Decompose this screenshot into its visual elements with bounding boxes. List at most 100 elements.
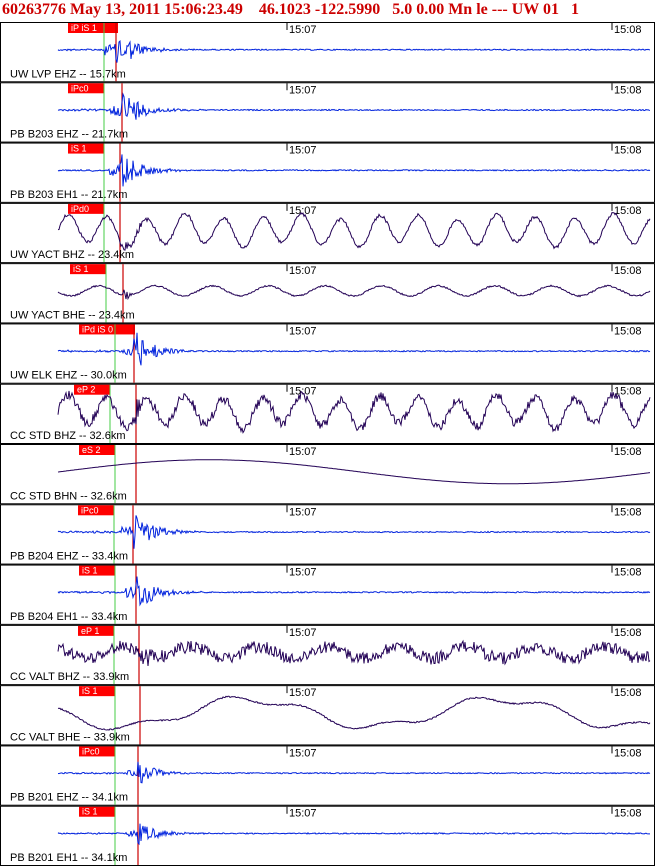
minute-tick-label: 15:07 <box>289 145 317 157</box>
event-id: 60263776 <box>2 1 66 18</box>
minute-tick-label: 15:08 <box>614 446 642 458</box>
pick-box <box>68 83 104 94</box>
minute-tick-label: 15:08 <box>614 687 642 699</box>
pick-box <box>79 565 115 576</box>
waveform <box>57 639 651 667</box>
pick-box <box>79 324 135 335</box>
pick-label: iP iS 1 <box>71 23 97 33</box>
minute-tick-label: 15:07 <box>289 506 317 518</box>
event-type: le <box>476 1 488 18</box>
minute-tick-label: 15:07 <box>289 627 317 639</box>
minute-tick-label: 15:08 <box>614 24 642 36</box>
minute-tick-label: 15:08 <box>614 265 642 277</box>
minute-tick-label: 15:07 <box>289 446 317 458</box>
minute-tick-label: 15:07 <box>289 808 317 820</box>
trace-label: UW LVP EHZ -- 15.7km <box>10 68 126 80</box>
seismogram-panels: 15:07 15:08 iP iS 1 UW LVP EHZ -- 15.7km 15:… <box>0 22 655 866</box>
minute-tick-label: 15:08 <box>614 747 642 759</box>
waveform <box>57 332 651 366</box>
trace-panel-2: 15:07 15:08 iS 1 PB B203 EH1 -- 21.7km <box>0 142 655 203</box>
trace-label: PB B204 EH1 -- 33.4km <box>10 611 127 623</box>
trace-panel-13: 15:07 15:08 iS 1 PB B201 EH1 -- 34.1km <box>0 805 655 866</box>
panel-border <box>0 82 655 143</box>
trace-label: PB B204 EHZ -- 33.4km <box>10 551 128 563</box>
pick-label: eS 2 <box>82 445 101 455</box>
pick-box <box>79 445 115 455</box>
trace-label: UW ELK EHZ -- 30.0km <box>10 370 127 382</box>
waveform <box>57 211 651 251</box>
waveform <box>57 576 651 607</box>
minute-tick-label: 15:07 <box>289 84 317 96</box>
pick-box <box>79 686 115 697</box>
pick-label: iPc0 <box>71 83 89 93</box>
trace-panel-11: 15:07 15:08 iS 1 CC VALT BHE -- 33.9km <box>0 685 655 746</box>
minute-tick-label: 15:08 <box>614 325 642 337</box>
minute-tick-label: 15:08 <box>614 84 642 96</box>
pick-box <box>79 746 115 757</box>
trace-panel-1: 15:07 15:08 iPc0 PB B203 EHZ -- 21.7km <box>0 82 655 143</box>
waveform <box>57 823 650 846</box>
pick-label: iPd0 <box>71 204 89 214</box>
trace-label: PB B201 EHZ -- 34.1km <box>10 792 128 804</box>
pick-label: iS 1 <box>82 566 98 576</box>
minute-tick-label: 15:07 <box>289 205 317 217</box>
trace-label: CC VALT BHE -- 33.9km <box>10 731 130 743</box>
pick-box <box>68 143 104 154</box>
trace-label: CC VALT BHZ -- 33.9km <box>10 671 129 683</box>
waveform <box>57 459 651 485</box>
trace-panel-4: 15:07 15:08 iS 1 UW YACT BHE -- 23.4km <box>0 263 655 324</box>
trace-panel-9: 15:07 15:08 iS 1 PB B204 EH1 -- 33.4km <box>0 564 655 625</box>
waveform <box>57 284 651 301</box>
trace-label: UW YACT BHZ -- 23.4km <box>10 249 134 261</box>
pick-label: eP 2 <box>77 385 95 395</box>
event-mag-type: Mn <box>448 1 473 18</box>
pick-box <box>78 505 114 516</box>
event-extra: 1 <box>571 1 579 18</box>
event-version: 01 <box>543 1 559 18</box>
waveform <box>57 695 651 731</box>
trace-panel-8: 15:07 15:08 iPc0 PB B204 EHZ -- 33.4km <box>0 504 655 565</box>
pick-box <box>70 264 106 275</box>
trace-label: PB B203 EH1 -- 21.7km <box>10 189 127 201</box>
event-header: 60263776 May 13, 2011 15:06:23.49 46.102… <box>0 0 655 22</box>
minute-tick-label: 15:07 <box>289 567 317 579</box>
trace-panel-3: 15:07 15:08 iPd0 UW YACT BHZ -- 23.4km <box>0 202 655 264</box>
trace-panel-6: 15:07 15:08 eP 2 CC STD BHZ -- 32.6km <box>0 383 655 445</box>
waveform <box>57 40 651 63</box>
trace-label: CC STD BHZ -- 32.6km <box>10 430 126 442</box>
pick-label: iPd iS 0 <box>82 324 113 334</box>
pick-label: iS 1 <box>82 686 98 696</box>
pick-label: iS 1 <box>82 807 98 817</box>
trace-panel-5: 15:07 15:08 iPd iS 0 UW ELK EHZ -- 30.0km <box>0 323 655 384</box>
pick-box <box>79 806 115 817</box>
minute-tick-label: 15:07 <box>289 265 317 277</box>
minute-tick-label: 15:08 <box>614 506 642 518</box>
trace-label: PB B203 EHZ -- 21.7km <box>10 129 128 141</box>
waveform <box>57 154 651 187</box>
event-mag: 0.00 <box>416 1 445 18</box>
minute-tick-label: 15:08 <box>614 567 642 579</box>
minute-tick-label: 15:08 <box>614 145 642 157</box>
event-datetime: May 13, 2011 15:06:23.49 <box>70 1 243 18</box>
minute-tick-label: 15:07 <box>289 687 317 699</box>
trace-panel-10: 15:07 15:08 eP 1 CC VALT BHZ -- 33.9km <box>0 624 655 686</box>
minute-tick-label: 15:07 <box>289 24 317 36</box>
waveform <box>57 761 651 784</box>
minute-tick-label: 15:07 <box>289 325 317 337</box>
event-dash: --- <box>491 1 508 18</box>
trace-label: UW YACT BHE -- 23.4km <box>10 309 135 321</box>
minute-tick-label: 15:07 <box>289 747 317 759</box>
event-lon: -122.5990 <box>314 1 381 18</box>
event-depth: 5.0 <box>392 1 413 18</box>
minute-tick-label: 15:08 <box>614 627 642 639</box>
event-header-text: 60263776 May 13, 2011 15:06:23.49 46.102… <box>2 1 579 19</box>
minute-tick-label: 15:07 <box>289 386 317 398</box>
waveform <box>57 515 651 549</box>
waveform <box>57 92 651 120</box>
trace-label: PB B201 EH1 -- 34.1km <box>10 852 127 864</box>
minute-tick-label: 15:08 <box>614 808 642 820</box>
pick-label: iPc0 <box>81 505 99 515</box>
minute-tick-label: 15:08 <box>614 386 642 398</box>
pick-box <box>74 384 110 395</box>
waveform <box>57 390 651 434</box>
